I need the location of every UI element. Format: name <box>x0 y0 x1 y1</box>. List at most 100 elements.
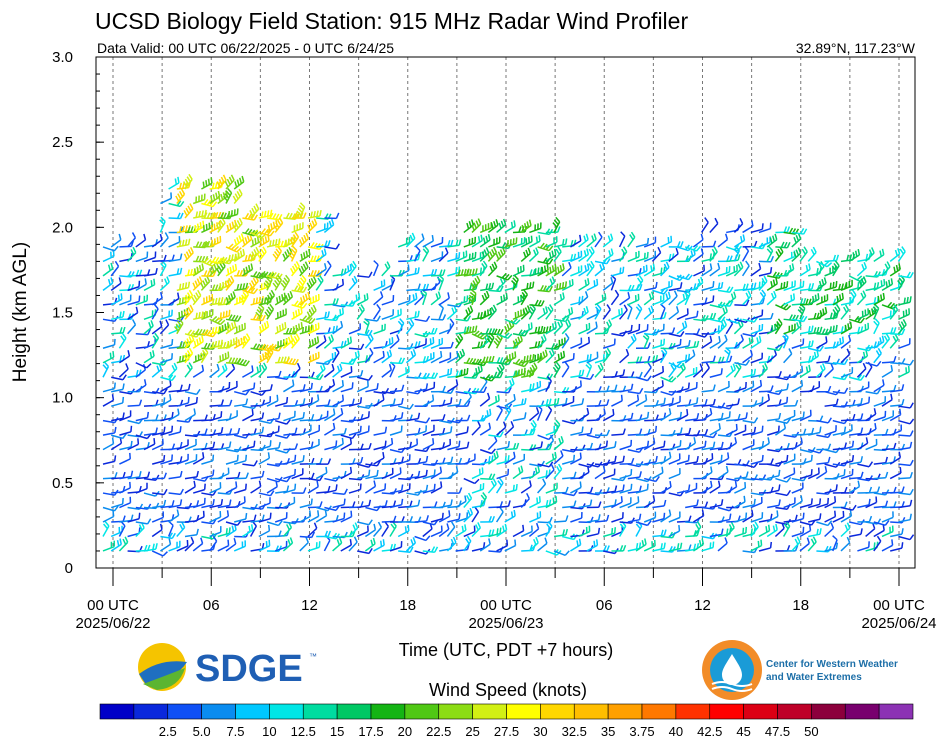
wind-barb <box>578 466 590 480</box>
wind-barb <box>709 480 721 494</box>
wind-barb <box>422 469 436 480</box>
wind-barb <box>668 411 683 422</box>
wind-barb <box>619 324 633 335</box>
wind-barb <box>816 355 831 364</box>
wind-barb <box>283 410 296 422</box>
wind-barb <box>324 408 336 422</box>
wind-barb <box>709 368 723 378</box>
x-tick-date-label: 2025/06/22 <box>75 615 150 632</box>
wind-barb <box>783 263 795 277</box>
wind-barb <box>857 396 871 407</box>
wind-barb <box>307 438 320 451</box>
wind-barb <box>315 248 327 263</box>
wind-barb <box>159 232 169 248</box>
wind-barb <box>537 264 549 277</box>
wind-barb <box>676 273 693 281</box>
wind-barb <box>881 333 891 349</box>
colorbar-label: 47.5 <box>765 724 790 739</box>
wind-barb <box>840 321 853 335</box>
colorbar: 2.5 5.0 7.5 10 12.5 15 17.5 20 22.5 25 27.5 30 32.5 3… <box>99 703 914 739</box>
wind-barb <box>816 520 833 527</box>
wind-barb <box>225 537 237 552</box>
wind-barb <box>570 380 582 393</box>
wind-barb <box>192 452 205 465</box>
wind-barb <box>881 393 893 407</box>
wind-barb <box>217 510 230 523</box>
wind-barb <box>168 212 184 220</box>
wind-barb <box>217 322 230 335</box>
wind-barb <box>373 440 387 451</box>
wind-barb <box>635 411 650 422</box>
wind-barb <box>676 454 690 465</box>
wind-barb <box>110 233 122 248</box>
wind-barb <box>848 315 865 324</box>
wind-barb <box>832 535 838 552</box>
wind-barb <box>840 440 855 451</box>
wind-barb <box>684 349 696 364</box>
wind-barb <box>291 398 306 407</box>
wind-barb <box>143 474 160 481</box>
wind-barb <box>373 483 387 494</box>
wind-barb <box>561 307 574 320</box>
wind-barb <box>422 546 439 553</box>
wind-barb <box>232 188 243 204</box>
wind-barb <box>652 294 665 306</box>
wind-barb <box>422 268 438 277</box>
sdge-logo-icon <box>138 643 187 691</box>
wind-barb <box>242 440 256 451</box>
wind-barb <box>520 525 533 538</box>
wind-barb <box>496 387 512 394</box>
colorbar-swatch <box>777 703 812 720</box>
wind-barb <box>296 274 307 291</box>
wind-barb <box>381 488 397 495</box>
wind-barb <box>274 308 287 321</box>
wind-barb <box>890 486 905 494</box>
wind-barb <box>215 260 226 277</box>
wind-barb <box>865 247 875 262</box>
wind-barb <box>307 394 320 407</box>
wind-barb <box>626 303 633 320</box>
wind-barb <box>274 540 288 552</box>
wind-barb <box>159 319 170 335</box>
x-tick-date-label: 2025/06/24 <box>861 615 936 632</box>
wind-barb <box>767 412 782 422</box>
wind-barb <box>676 382 690 393</box>
wind-barb <box>455 414 471 422</box>
wind-barb <box>520 322 533 335</box>
wind-barb <box>356 411 370 422</box>
wind-barb <box>676 320 688 335</box>
colorbar-swatch <box>438 703 473 720</box>
wind-barb <box>168 253 183 263</box>
colorbar-label: 42.5 <box>697 724 722 739</box>
wind-barb <box>364 537 376 552</box>
wind-barb <box>643 291 655 306</box>
wind-barb <box>208 535 218 552</box>
wind-barb <box>175 188 186 204</box>
wind-barb <box>832 426 847 436</box>
wind-barb <box>143 251 157 263</box>
wind-barb <box>635 483 649 494</box>
wind-barb <box>463 535 472 552</box>
wind-barb <box>209 499 224 509</box>
wind-barb <box>315 509 328 523</box>
wind-barb <box>570 234 582 248</box>
wind-barb <box>635 342 651 350</box>
wind-barb <box>799 427 815 436</box>
wind-barb <box>701 240 717 248</box>
wind-barb <box>496 455 510 465</box>
wind-barb <box>299 536 309 552</box>
wind-barb <box>266 370 282 378</box>
wind-barb <box>250 470 265 480</box>
wind-barb <box>439 368 453 378</box>
wind-barb <box>717 537 728 552</box>
wind-barb <box>348 425 362 436</box>
wind-barb <box>775 476 792 483</box>
wind-barb <box>652 397 666 407</box>
wind-barb <box>652 312 667 321</box>
wind-barb <box>865 541 879 552</box>
wind-barb <box>635 303 643 320</box>
wind-barb <box>717 319 727 335</box>
wind-barb <box>447 398 462 407</box>
wind-barb <box>512 524 525 538</box>
wind-barb <box>849 456 864 465</box>
